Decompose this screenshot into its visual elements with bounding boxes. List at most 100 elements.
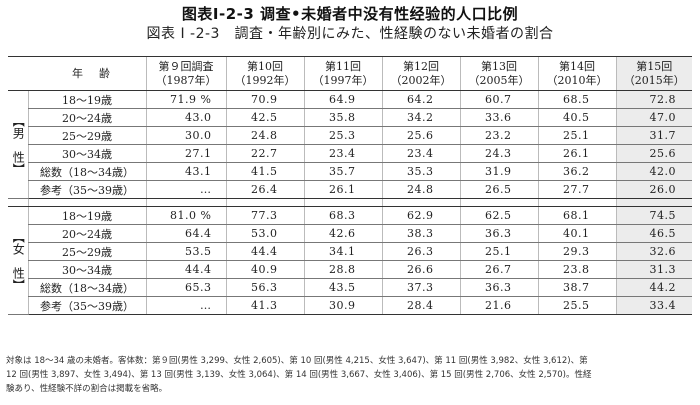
value-cell: 25.1 xyxy=(537,126,616,145)
table-row: 30～34歳 44.4 40.9 28.8 26.6 26.7 23.8 31.3 xyxy=(8,260,692,279)
value-cell: 42.6 xyxy=(303,224,382,243)
value-cell: 68.3 xyxy=(303,206,382,225)
gap-cell xyxy=(615,198,692,207)
female-label: 【女 性】 xyxy=(8,206,28,315)
age-label: 参考（35～39歳） xyxy=(27,296,146,315)
value-cell: 71.9 % xyxy=(145,90,226,109)
column-header: 第９回調査 （1987年） xyxy=(145,56,226,91)
value-cell: 25.6 xyxy=(381,126,460,145)
value-cell: 81.0 % xyxy=(145,206,226,225)
column-header-line1: 第13回 xyxy=(481,59,517,73)
value-cell: 64.2 xyxy=(381,90,460,109)
value-cell: 33.6 xyxy=(459,108,538,127)
value-cell: 24.8 xyxy=(381,180,460,199)
column-header-line2: （2005年） xyxy=(468,73,530,87)
column-header-line2: （1987年） xyxy=(155,73,217,87)
value-cell: 40.5 xyxy=(537,108,616,127)
table-row: 【男 性】 18～19歳 71.9 % 70.9 64.9 64.2 60.7 68.5 72.… xyxy=(8,90,692,199)
age-label: 20～24歳 xyxy=(27,224,146,243)
gap-cell xyxy=(8,198,28,207)
value-cell: 26.5 xyxy=(459,180,538,199)
table-row: 25～29歳 30.0 24.8 25.3 25.6 23.2 25.1 31.7 xyxy=(8,126,692,145)
value-cell: 23.2 xyxy=(459,126,538,145)
value-cell: 34.2 xyxy=(381,108,460,127)
gap-cell xyxy=(537,198,616,207)
value-cell: 26.0 xyxy=(615,180,692,199)
value-cell: 23.4 xyxy=(381,144,460,163)
column-header: 第11回 （1997年） xyxy=(303,56,382,91)
column-header-line1: 第15回 xyxy=(636,59,673,73)
value-cell: 74.5 xyxy=(615,206,692,225)
column-header-line1: 第14回 xyxy=(559,59,595,73)
value-cell: 25.3 xyxy=(303,126,382,145)
value-cell: 43.1 xyxy=(145,162,226,181)
age-label: 25～29歳 xyxy=(27,242,146,261)
value-cell: 68.1 xyxy=(537,206,616,225)
value-cell: 26.6 xyxy=(381,260,460,279)
value-cell: 32.6 xyxy=(615,242,692,261)
data-table: 年齢 第９回調査 （1987年） 第10回 （1992年） 第11回 （1997年） 第12… xyxy=(8,56,692,315)
value-cell: 35.7 xyxy=(303,162,382,181)
value-cell: 77.3 xyxy=(225,206,304,225)
column-header-line2: （1992年） xyxy=(234,73,296,87)
gap-cell xyxy=(381,198,460,207)
value-cell: 24.3 xyxy=(459,144,538,163)
value-cell: 44.4 xyxy=(145,260,226,279)
column-header: 第10回 （1992年） xyxy=(225,56,304,91)
value-cell: 26.7 xyxy=(459,260,538,279)
value-cell: 38.3 xyxy=(381,224,460,243)
value-cell: 21.6 xyxy=(459,296,538,315)
value-cell: 41.5 xyxy=(225,162,304,181)
column-header: 第14回 （2010年） xyxy=(537,56,616,91)
value-cell: 29.3 xyxy=(537,242,616,261)
value-cell: 31.7 xyxy=(615,126,692,145)
value-cell: 46.5 xyxy=(615,224,692,243)
table-row: 20～24歳 64.4 53.0 42.6 38.3 36.3 40.1 46.5 xyxy=(8,224,692,243)
value-cell: 36.3 xyxy=(459,278,538,297)
value-cell: 62.5 xyxy=(459,206,538,225)
age-label: 参考（35～39歳） xyxy=(27,180,146,199)
male-label: 【男 性】 xyxy=(8,90,28,199)
column-header: 第13回 （2005年） xyxy=(459,56,538,91)
gap-cell xyxy=(303,198,382,207)
value-cell: 42.5 xyxy=(225,108,304,127)
value-cell: 44.2 xyxy=(615,278,692,297)
column-header: 第15回 （2015年） xyxy=(615,56,692,91)
value-cell: 27.1 xyxy=(145,144,226,163)
value-cell: 33.4 xyxy=(615,296,692,315)
column-header-line2: （2015年） xyxy=(623,73,685,87)
table-row: 25～29歳 53.5 44.4 34.1 26.3 25.1 29.3 32.6 xyxy=(8,242,692,261)
column-header: 第12回 （2002年） xyxy=(381,56,460,91)
table-row: 総数（18～34歳） 43.1 41.5 35.7 35.3 31.9 36.2 42.0 xyxy=(8,162,692,181)
age-label: 30～34歳 xyxy=(27,144,146,163)
footnote-line-3: 験あり、性経験不詳の割合は掲載を省略。 xyxy=(6,384,168,394)
value-cell: 43.5 xyxy=(303,278,382,297)
value-cell: 26.1 xyxy=(537,144,616,163)
page-title: 图表I-2-3 调查•未婚者中没有性经验的人口比例 xyxy=(181,5,519,23)
value-cell: 30.0 xyxy=(145,126,226,145)
value-cell: 25.6 xyxy=(615,144,692,163)
value-cell: 53.0 xyxy=(225,224,304,243)
gap-cell xyxy=(225,198,304,207)
value-cell: 56.3 xyxy=(225,278,304,297)
value-cell: 47.0 xyxy=(615,108,692,127)
section-gap xyxy=(8,198,692,207)
value-cell: 24.8 xyxy=(225,126,304,145)
value-cell: 35.8 xyxy=(303,108,382,127)
column-header-line1: 第９回調査 xyxy=(158,59,214,73)
table-row: 20～24歳 43.0 42.5 35.8 34.2 33.6 40.5 47.0 xyxy=(8,108,692,127)
value-cell: 65.3 xyxy=(145,278,226,297)
column-header-line1: 第10回 xyxy=(247,59,283,73)
value-cell: 43.0 xyxy=(145,108,226,127)
column-header-line2: （2010年） xyxy=(546,73,608,87)
table-row: 参考（35～39歳）… 26.4 26.1 24.8 26.5 27.7 26.0 xyxy=(8,180,692,199)
age-label: 30～34歳 xyxy=(27,260,146,279)
value-cell: 26.1 xyxy=(303,180,382,199)
table-row: 【女 性】 18～19歳 81.0 % 77.3 68.3 62.9 62.5 68.1 74.… xyxy=(8,206,692,315)
table-row: 参考（35～39歳）… 41.3 30.9 28.4 21.6 25.5 33.4 xyxy=(8,296,692,315)
age-label: 18～19歳 xyxy=(27,90,146,109)
age-label: 25～29歳 xyxy=(27,126,146,145)
value-cell: … xyxy=(145,296,226,315)
age-label: 18～19歳 xyxy=(27,206,146,225)
footnote-line-1: 対象は 18～34 歳の未婚者。客体数：第９回(男性 3,299、女性 2,60… xyxy=(6,356,588,366)
